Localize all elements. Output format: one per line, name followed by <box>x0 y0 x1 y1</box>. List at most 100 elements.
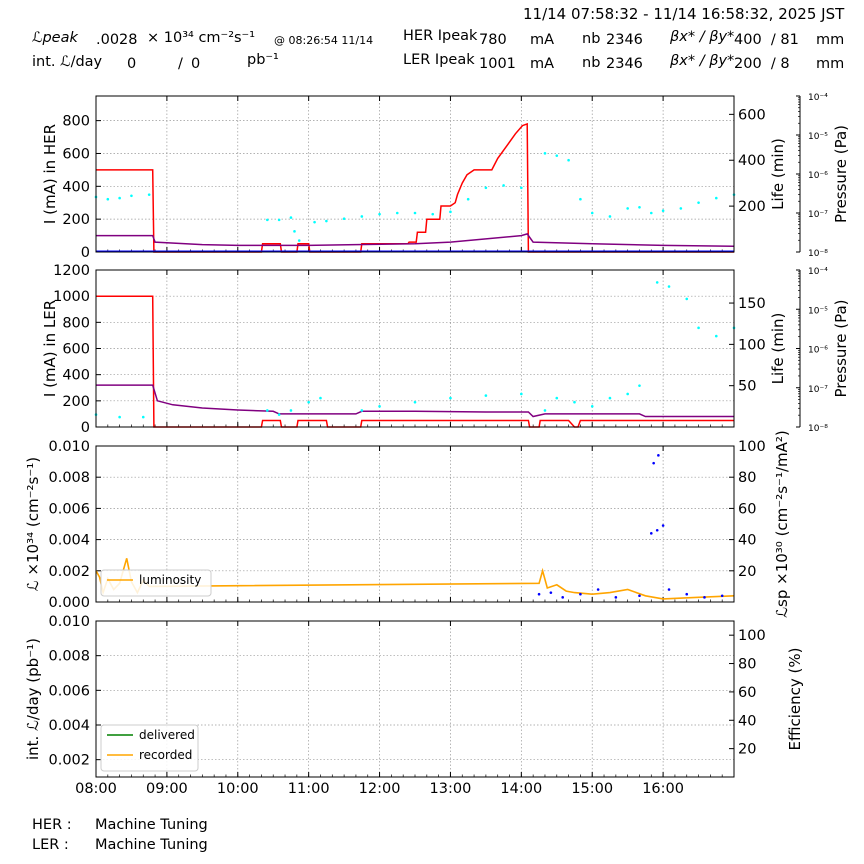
pressure-tick-label: 10⁻⁶ <box>808 171 828 181</box>
plot-frame <box>95 269 735 428</box>
data-point <box>638 205 641 209</box>
data-point <box>449 210 452 214</box>
y2-tick-label: 80 <box>738 470 756 486</box>
her-beta-value: 400 / 81 <box>734 32 799 48</box>
footer-her-status: Machine Tuning <box>95 817 208 833</box>
data-point <box>567 158 570 162</box>
legend-box <box>100 569 212 597</box>
data-point <box>714 334 718 338</box>
data-point <box>697 201 700 204</box>
y2-tick-label: 150 <box>738 296 766 312</box>
pressure-tick-label: 10⁻⁶ <box>808 346 828 356</box>
data-point <box>277 218 281 222</box>
y2-tick-label: 600 <box>738 107 766 123</box>
data-point <box>413 211 417 215</box>
pressure-tick-label: 10⁻⁷ <box>808 210 828 220</box>
panel-2: 0.000 0.002 0.004 0.006 0.008 0.010 20 40 60 80 10… <box>24 430 791 618</box>
data-point <box>703 596 706 599</box>
y-tick-label: 0.006 <box>48 501 90 517</box>
data-point <box>608 215 612 218</box>
her-nb-value: 2346 <box>606 32 643 48</box>
pressure-tick-label: 10⁻⁷ <box>808 385 828 395</box>
data-point <box>307 400 310 404</box>
data-point <box>652 461 655 465</box>
her-peak-value: 780 <box>479 32 507 48</box>
data-point <box>667 588 671 591</box>
y-tick-label: 0 <box>81 245 90 261</box>
data-point <box>266 218 269 222</box>
y2-tick-label: 100 <box>738 439 766 455</box>
y2-tick-label: 20 <box>738 742 756 758</box>
her-beta-unit: mm <box>816 32 845 48</box>
intl-label: int. ℒ/day <box>32 54 103 70</box>
y-tick-label: 0.002 <box>48 564 90 580</box>
data-point <box>413 400 417 404</box>
her-nb-label: nb <box>582 31 601 47</box>
y2-tick-label: 80 <box>738 657 756 673</box>
ler-beta-label: βx* / βy* <box>670 53 735 69</box>
data-point <box>449 396 452 400</box>
data-point <box>626 392 629 396</box>
y-tick-label: 400 <box>62 368 90 384</box>
data-point <box>293 230 296 233</box>
series-line <box>96 122 734 253</box>
y-axis-label: I (mA) in LER <box>41 300 59 397</box>
pressure-tick-label: 10⁻⁸ <box>808 249 828 259</box>
time-range: 11/14 07:58:32 - 11/14 16:58:32, 2025 JS… <box>523 5 845 23</box>
data-point <box>573 400 576 404</box>
intl-value-2: 0 <box>191 56 201 72</box>
data-point <box>667 285 671 288</box>
data-point <box>277 413 281 416</box>
intl-value-1: 0 <box>127 56 137 72</box>
plot-frame <box>95 445 735 603</box>
data-point <box>720 594 724 598</box>
footer-her-label: HER : <box>32 817 72 833</box>
data-point <box>378 212 381 216</box>
data-point <box>661 209 665 213</box>
legend-label: delivered <box>139 728 195 742</box>
data-point <box>466 197 470 201</box>
legend-box <box>100 724 199 772</box>
data-point <box>579 197 582 201</box>
lpeak-unit: × 10³⁴ cm⁻²s⁻¹ <box>147 30 256 46</box>
data-point <box>596 588 600 591</box>
data-point <box>590 405 594 408</box>
x-tick-label: 14:00 <box>500 781 542 797</box>
lpeak-time: @ 08:26:54 11/14 <box>274 34 374 47</box>
data-point <box>555 396 559 400</box>
ler-nb-value: 2346 <box>606 56 643 72</box>
data-point <box>520 392 523 396</box>
x-tick-label: 09:00 <box>146 781 188 797</box>
panel-3: 0.002 0.004 0.006 0.008 0.010 20 40 60 80 100 int.… <box>24 614 804 797</box>
ler-peak-label: LER Ipeak <box>403 52 475 68</box>
data-point <box>543 152 547 155</box>
data-point <box>118 196 121 200</box>
y2-axis-label: Life (min) <box>769 313 787 385</box>
y-tick-label: 200 <box>62 394 90 410</box>
series-line <box>96 233 735 248</box>
y2-axis-label: Life (min) <box>769 138 787 210</box>
intl-separator: / <box>178 56 183 72</box>
legend-label: luminosity <box>139 573 201 587</box>
data-point <box>106 197 110 201</box>
data-point <box>147 193 151 196</box>
data-point <box>395 211 399 215</box>
data-point <box>714 196 718 200</box>
plot-frame <box>95 620 735 778</box>
y2-tick-label: 40 <box>738 713 756 729</box>
y2-axis-label: Efficiency (%) <box>786 648 804 751</box>
y-tick-label: 0.000 <box>48 595 90 611</box>
y2-tick-label: 50 <box>738 379 756 395</box>
lpeak-label: ℒpeak <box>32 30 78 46</box>
data-point <box>289 409 293 412</box>
pressure-tick-label: 10⁻⁴ <box>808 93 828 103</box>
y-tick-label: 800 <box>62 315 90 331</box>
data-point <box>342 217 346 221</box>
y-tick-label: 600 <box>62 342 90 358</box>
data-point <box>655 528 659 532</box>
y-tick-label: 1000 <box>53 289 90 305</box>
data-point <box>685 592 689 596</box>
x-tick-label: 08:00 <box>75 781 117 797</box>
